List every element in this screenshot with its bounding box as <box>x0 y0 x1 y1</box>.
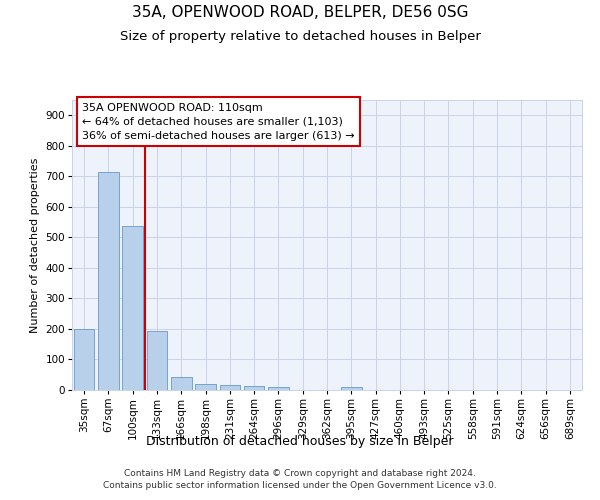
Text: Size of property relative to detached houses in Belper: Size of property relative to detached ho… <box>119 30 481 43</box>
Text: 35A OPENWOOD ROAD: 110sqm
← 64% of detached houses are smaller (1,103)
36% of se: 35A OPENWOOD ROAD: 110sqm ← 64% of detac… <box>82 103 355 141</box>
Bar <box>244 386 265 390</box>
Text: Contains HM Land Registry data © Crown copyright and database right 2024.
Contai: Contains HM Land Registry data © Crown c… <box>103 468 497 490</box>
Bar <box>98 172 119 390</box>
Bar <box>195 384 216 390</box>
Bar <box>341 387 362 390</box>
Bar <box>220 386 240 390</box>
Bar <box>74 328 94 390</box>
Y-axis label: Number of detached properties: Number of detached properties <box>30 158 40 332</box>
Bar <box>171 377 191 390</box>
Bar <box>122 226 143 390</box>
Bar <box>268 387 289 390</box>
Bar <box>146 331 167 390</box>
Text: Distribution of detached houses by size in Belper: Distribution of detached houses by size … <box>146 435 454 448</box>
Text: 35A, OPENWOOD ROAD, BELPER, DE56 0SG: 35A, OPENWOOD ROAD, BELPER, DE56 0SG <box>132 5 468 20</box>
